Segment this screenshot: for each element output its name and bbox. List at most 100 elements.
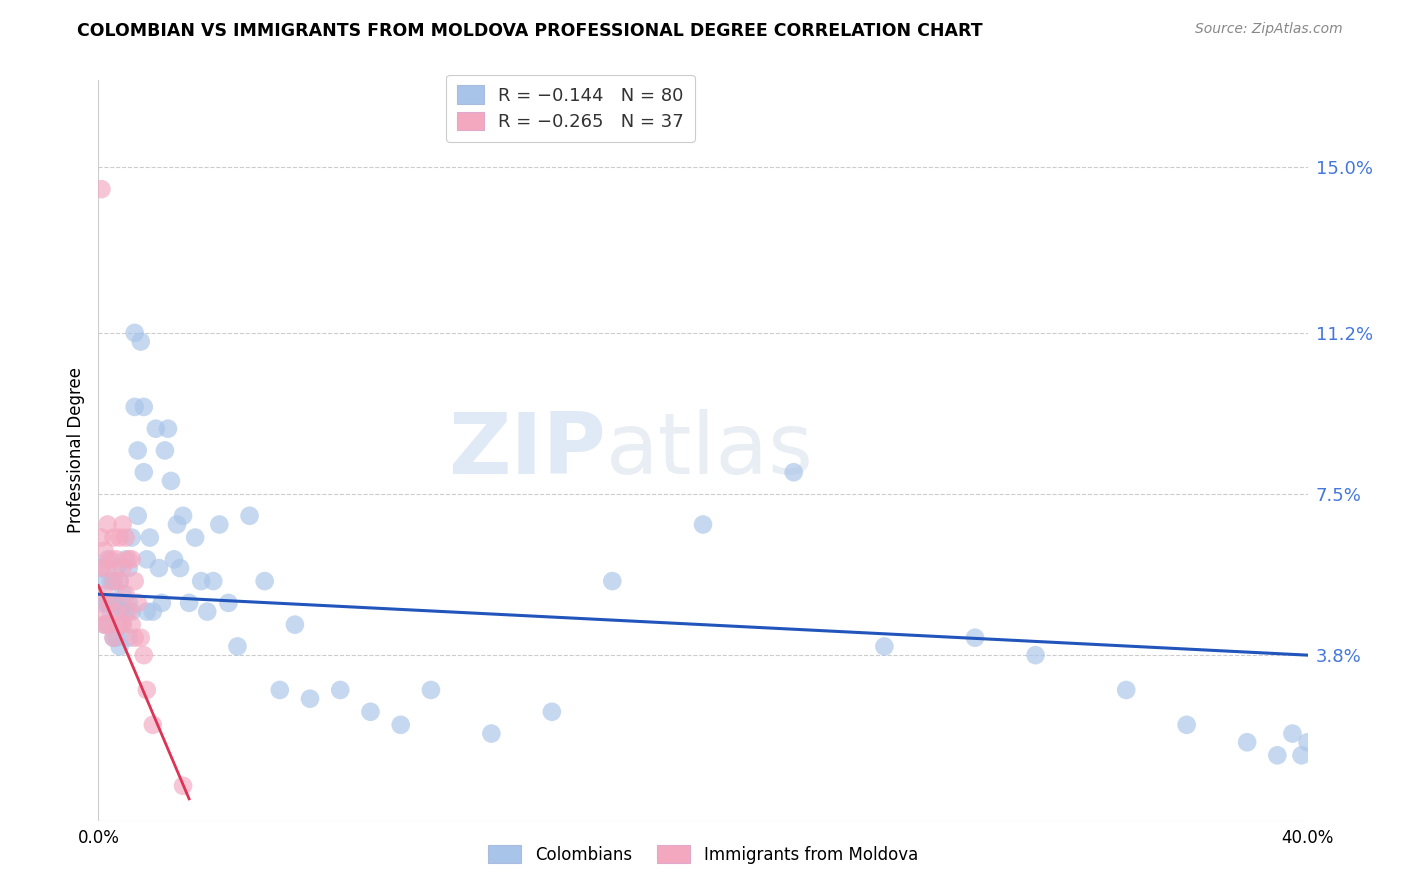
Point bbox=[150, 596, 173, 610]
Point bbox=[111, 561, 134, 575]
Point bbox=[692, 517, 714, 532]
Point bbox=[329, 683, 352, 698]
Point bbox=[105, 552, 128, 566]
Point bbox=[142, 718, 165, 732]
Point bbox=[202, 574, 225, 588]
Point bbox=[163, 552, 186, 566]
Point bbox=[108, 574, 131, 588]
Point bbox=[93, 617, 115, 632]
Point bbox=[284, 617, 307, 632]
Point bbox=[124, 631, 146, 645]
Point bbox=[602, 574, 624, 588]
Point bbox=[96, 552, 118, 566]
Point bbox=[1024, 648, 1046, 662]
Point bbox=[965, 631, 987, 645]
Point bbox=[1236, 735, 1258, 749]
Point bbox=[108, 640, 131, 654]
Point bbox=[135, 683, 157, 698]
Point bbox=[1281, 726, 1303, 740]
Point bbox=[96, 517, 118, 532]
Point bbox=[96, 617, 118, 632]
Point bbox=[132, 465, 155, 479]
Point bbox=[127, 508, 149, 523]
Point bbox=[90, 605, 112, 619]
Point bbox=[184, 531, 207, 545]
Point bbox=[145, 422, 167, 436]
Point bbox=[103, 531, 125, 545]
Point bbox=[100, 596, 122, 610]
Point bbox=[103, 631, 125, 645]
Point bbox=[103, 574, 125, 588]
Point bbox=[1115, 683, 1137, 698]
Point bbox=[132, 648, 155, 662]
Point bbox=[253, 574, 276, 588]
Point bbox=[108, 574, 131, 588]
Point bbox=[129, 334, 152, 349]
Point bbox=[269, 683, 291, 698]
Point bbox=[100, 605, 122, 619]
Point bbox=[389, 718, 412, 732]
Point bbox=[124, 326, 146, 340]
Point bbox=[118, 605, 141, 619]
Point bbox=[172, 508, 194, 523]
Point bbox=[111, 617, 134, 632]
Point bbox=[195, 605, 218, 619]
Point bbox=[111, 517, 134, 532]
Point bbox=[1291, 748, 1313, 763]
Point bbox=[540, 705, 562, 719]
Point bbox=[96, 561, 118, 575]
Point bbox=[111, 587, 134, 601]
Point bbox=[139, 531, 162, 545]
Point bbox=[114, 552, 136, 566]
Point bbox=[208, 517, 231, 532]
Y-axis label: Professional Degree: Professional Degree bbox=[66, 368, 84, 533]
Point bbox=[124, 400, 146, 414]
Point bbox=[142, 605, 165, 619]
Point bbox=[114, 531, 136, 545]
Point bbox=[111, 617, 134, 632]
Point bbox=[1267, 748, 1289, 763]
Point bbox=[156, 422, 179, 436]
Point bbox=[121, 552, 143, 566]
Point bbox=[90, 531, 112, 545]
Point bbox=[190, 574, 212, 588]
Point bbox=[132, 400, 155, 414]
Point bbox=[160, 474, 183, 488]
Point bbox=[118, 631, 141, 645]
Legend: R = −0.144   N = 80, R = −0.265   N = 37: R = −0.144 N = 80, R = −0.265 N = 37 bbox=[446, 75, 695, 142]
Point bbox=[108, 531, 131, 545]
Text: Source: ZipAtlas.com: Source: ZipAtlas.com bbox=[1195, 22, 1343, 37]
Point bbox=[135, 552, 157, 566]
Text: ZIP: ZIP bbox=[449, 409, 606, 492]
Point bbox=[108, 617, 131, 632]
Point bbox=[121, 531, 143, 545]
Point bbox=[299, 691, 322, 706]
Point bbox=[118, 561, 141, 575]
Point bbox=[105, 561, 128, 575]
Point bbox=[114, 605, 136, 619]
Point bbox=[105, 631, 128, 645]
Point bbox=[108, 605, 131, 619]
Point bbox=[114, 587, 136, 601]
Point bbox=[127, 443, 149, 458]
Point bbox=[103, 596, 125, 610]
Point bbox=[179, 596, 201, 610]
Point bbox=[105, 605, 128, 619]
Point bbox=[124, 574, 146, 588]
Point bbox=[121, 605, 143, 619]
Point bbox=[103, 631, 125, 645]
Point bbox=[90, 561, 112, 575]
Point bbox=[239, 508, 262, 523]
Point bbox=[1175, 718, 1198, 732]
Point bbox=[93, 543, 115, 558]
Point bbox=[93, 617, 115, 632]
Point bbox=[153, 443, 176, 458]
Point bbox=[360, 705, 382, 719]
Point bbox=[1296, 735, 1319, 749]
Point bbox=[169, 561, 191, 575]
Point bbox=[226, 640, 249, 654]
Point bbox=[90, 182, 112, 196]
Point bbox=[96, 617, 118, 632]
Point bbox=[93, 574, 115, 588]
Legend: Colombians, Immigrants from Moldova: Colombians, Immigrants from Moldova bbox=[481, 838, 925, 871]
